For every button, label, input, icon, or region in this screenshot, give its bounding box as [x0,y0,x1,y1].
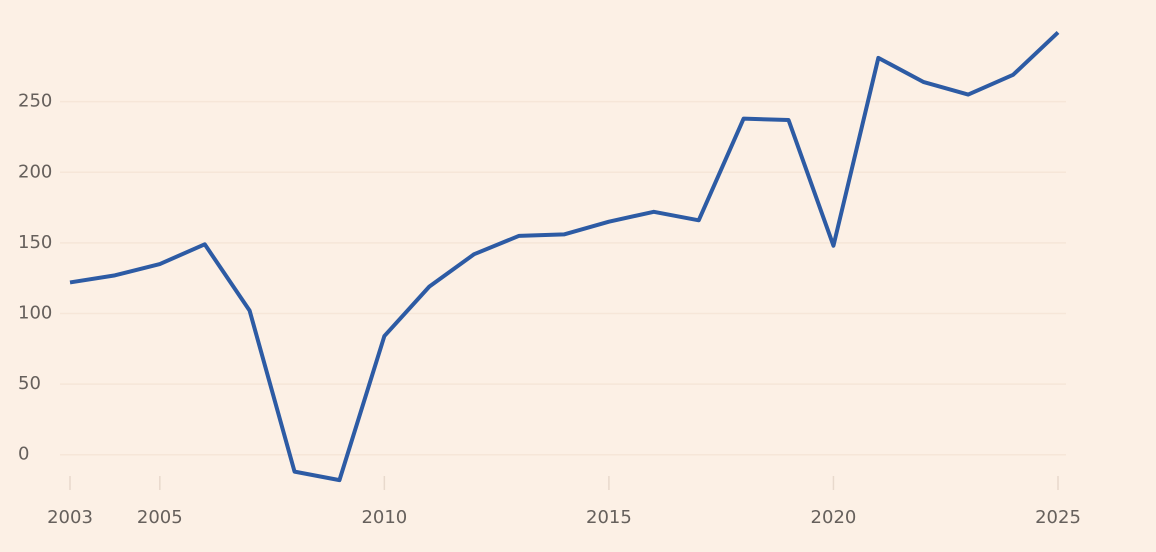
x-tick-label: 2003 [47,507,93,528]
y-tick-label: 250 [18,91,52,112]
y-tick-label: 200 [18,161,52,182]
x-tick-label: 2010 [361,507,407,528]
y-tick-label: 100 [18,302,52,323]
y-tick-label: 150 [18,232,52,253]
data-line [69,31,1060,483]
y-tick-label: 0 [18,444,29,465]
y-tick-label: 50 [18,373,41,394]
x-tick-label: 2005 [137,507,183,528]
x-tick-label: 2015 [586,507,632,528]
x-tick-label: 2025 [1035,507,1081,528]
x-tick-label: 2020 [811,507,857,528]
